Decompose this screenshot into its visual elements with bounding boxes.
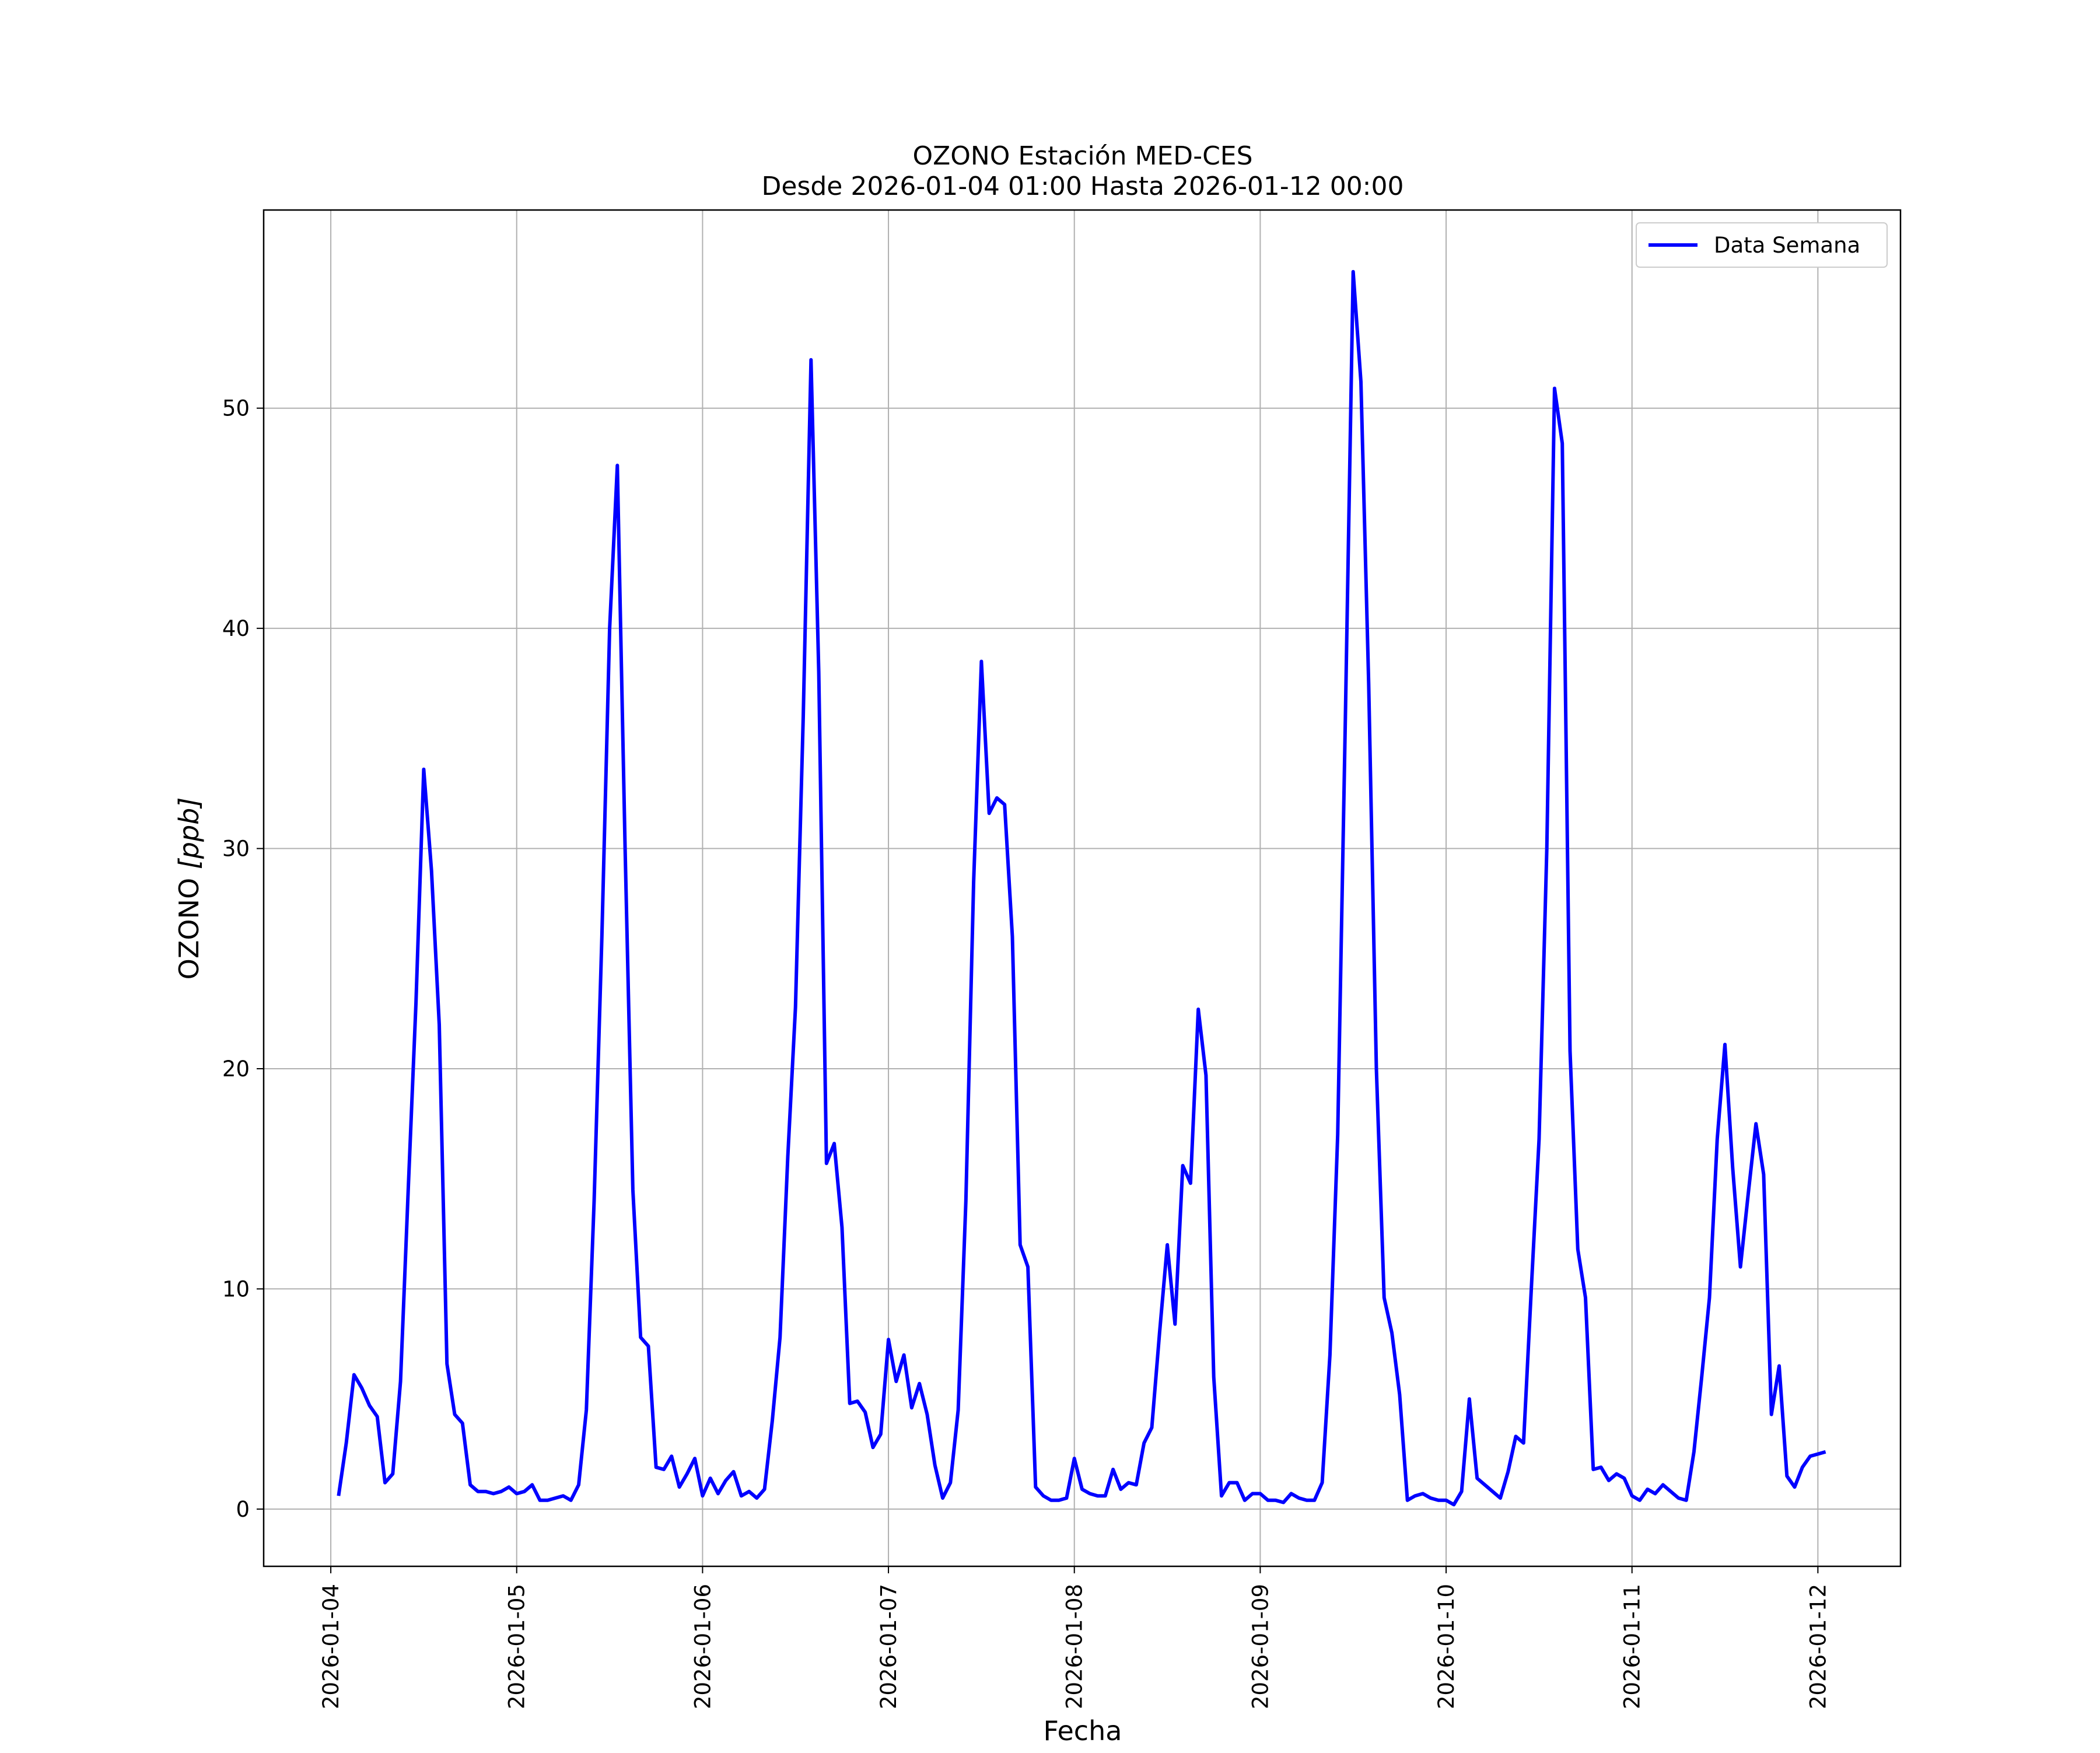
y-tick-label: 50 [222, 396, 250, 421]
x-tick-label: 2026-01-05 [505, 1584, 530, 1709]
y-tick-label: 40 [222, 616, 250, 641]
y-tick-label: 0 [236, 1497, 250, 1522]
x-tick-label: 2026-01-04 [318, 1584, 344, 1709]
grid [264, 210, 1901, 1566]
y-tick-label: 20 [222, 1056, 250, 1082]
y-axis-label-main: OZONO [173, 869, 205, 979]
series-line [337, 270, 1826, 1507]
plot-frame [262, 209, 1902, 1567]
y-axis-label: OZONO [ppb] [173, 797, 205, 980]
y-axis-label-unit: [ppb] [173, 797, 205, 870]
x-tick-label: 2026-01-12 [1805, 1584, 1831, 1709]
y-tick-label: 30 [222, 837, 250, 862]
legend-box [1636, 222, 1888, 268]
ticks: 2026-01-04 2026-01-05 2026-01-06 2026-01-07… [222, 396, 1831, 1709]
x-tick-label: 2026-01-06 [690, 1584, 715, 1709]
x-tick-label: 2026-01-09 [1248, 1584, 1273, 1709]
y-tick-label: 10 [222, 1276, 250, 1301]
x-tick-label: 2026-01-07 [876, 1584, 901, 1709]
x-tick-label: 2026-01-11 [1620, 1584, 1645, 1709]
x-axis-label: Fecha [1044, 1715, 1122, 1747]
chart-subtitle: Desde 2026-01-04 01:00 Hasta 2026-01-12 … [761, 172, 1404, 201]
legend-label: Data Semana [1714, 233, 1860, 258]
x-tick-label: 2026-01-10 [1434, 1584, 1459, 1709]
x-tick-label: 2026-01-08 [1062, 1584, 1087, 1709]
series-layer [337, 270, 1826, 1507]
legend: Data Semana [1636, 222, 1888, 268]
chart-title: OZONO Estación MED-CES [912, 141, 1252, 171]
